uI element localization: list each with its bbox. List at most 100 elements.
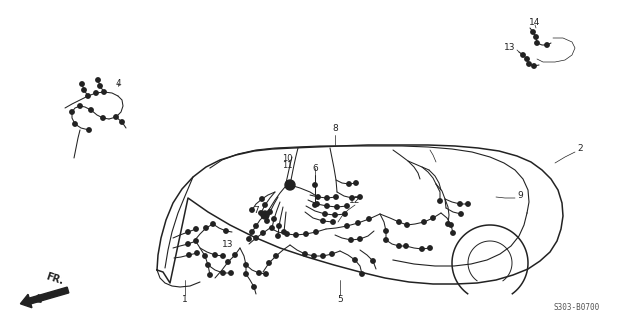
Circle shape [272, 217, 276, 221]
Circle shape [244, 272, 248, 276]
Circle shape [312, 254, 316, 258]
Circle shape [114, 115, 118, 119]
Circle shape [420, 247, 424, 251]
Circle shape [405, 223, 409, 227]
Circle shape [349, 238, 353, 242]
Circle shape [466, 202, 470, 206]
Circle shape [531, 30, 535, 34]
Circle shape [438, 199, 442, 203]
Circle shape [314, 230, 318, 234]
Circle shape [313, 183, 317, 187]
Circle shape [282, 230, 286, 234]
Circle shape [532, 64, 536, 68]
Circle shape [321, 254, 325, 258]
Circle shape [347, 182, 351, 186]
Circle shape [86, 94, 90, 98]
Circle shape [73, 122, 77, 126]
Circle shape [195, 251, 199, 255]
Circle shape [250, 230, 254, 234]
Circle shape [206, 263, 210, 267]
Circle shape [525, 57, 529, 61]
Circle shape [356, 221, 360, 225]
Circle shape [247, 237, 252, 241]
Circle shape [254, 236, 258, 240]
Text: 9: 9 [517, 190, 523, 199]
Circle shape [226, 260, 230, 264]
Circle shape [521, 53, 525, 57]
Circle shape [449, 223, 453, 227]
Circle shape [353, 258, 357, 262]
Text: 4: 4 [115, 78, 121, 87]
Circle shape [194, 227, 198, 231]
Circle shape [94, 91, 98, 95]
Circle shape [263, 203, 268, 207]
Circle shape [343, 212, 348, 216]
Circle shape [257, 271, 261, 275]
Circle shape [267, 261, 271, 265]
Circle shape [254, 224, 258, 228]
Circle shape [277, 224, 281, 228]
Circle shape [358, 237, 362, 241]
Circle shape [194, 239, 198, 243]
Circle shape [102, 90, 106, 94]
Circle shape [186, 230, 190, 234]
Circle shape [203, 254, 207, 258]
Circle shape [428, 246, 432, 250]
Circle shape [268, 210, 272, 214]
Circle shape [261, 231, 265, 235]
Circle shape [70, 110, 74, 114]
Circle shape [276, 234, 280, 238]
Circle shape [87, 128, 92, 132]
Circle shape [250, 208, 254, 212]
Circle shape [208, 273, 212, 277]
Text: 11: 11 [282, 161, 293, 170]
Circle shape [334, 195, 338, 199]
Circle shape [545, 43, 549, 47]
Circle shape [213, 253, 217, 257]
Circle shape [330, 252, 334, 256]
Circle shape [345, 224, 349, 228]
Text: 13: 13 [504, 43, 516, 52]
Circle shape [80, 82, 84, 86]
Circle shape [323, 212, 327, 216]
Circle shape [274, 254, 278, 258]
Circle shape [325, 204, 329, 208]
Circle shape [89, 108, 93, 112]
Circle shape [313, 203, 317, 207]
Text: 13: 13 [222, 239, 234, 249]
Circle shape [316, 195, 320, 199]
Circle shape [211, 222, 215, 226]
Circle shape [345, 204, 349, 208]
Circle shape [252, 285, 256, 289]
Circle shape [244, 263, 248, 267]
Circle shape [285, 232, 289, 236]
Circle shape [233, 253, 237, 257]
Circle shape [404, 244, 408, 248]
Circle shape [459, 212, 463, 216]
Circle shape [367, 217, 371, 221]
Circle shape [260, 197, 264, 201]
Circle shape [315, 202, 319, 206]
Text: 7: 7 [253, 205, 259, 214]
Circle shape [261, 211, 269, 219]
Circle shape [304, 232, 308, 236]
Circle shape [221, 271, 225, 275]
Text: FR.: FR. [45, 271, 65, 286]
Circle shape [451, 231, 455, 235]
Text: S303-B0700: S303-B0700 [554, 303, 600, 312]
Circle shape [371, 259, 375, 263]
Circle shape [259, 211, 263, 215]
Circle shape [265, 219, 269, 223]
Circle shape [333, 213, 337, 217]
Text: 1: 1 [182, 295, 188, 305]
Circle shape [120, 120, 124, 124]
Text: 5: 5 [337, 295, 343, 305]
Circle shape [397, 244, 401, 248]
Circle shape [397, 220, 401, 224]
Circle shape [187, 253, 191, 257]
Circle shape [431, 216, 435, 220]
Circle shape [321, 219, 325, 223]
Circle shape [224, 229, 228, 233]
Circle shape [360, 272, 364, 276]
Circle shape [325, 196, 329, 200]
